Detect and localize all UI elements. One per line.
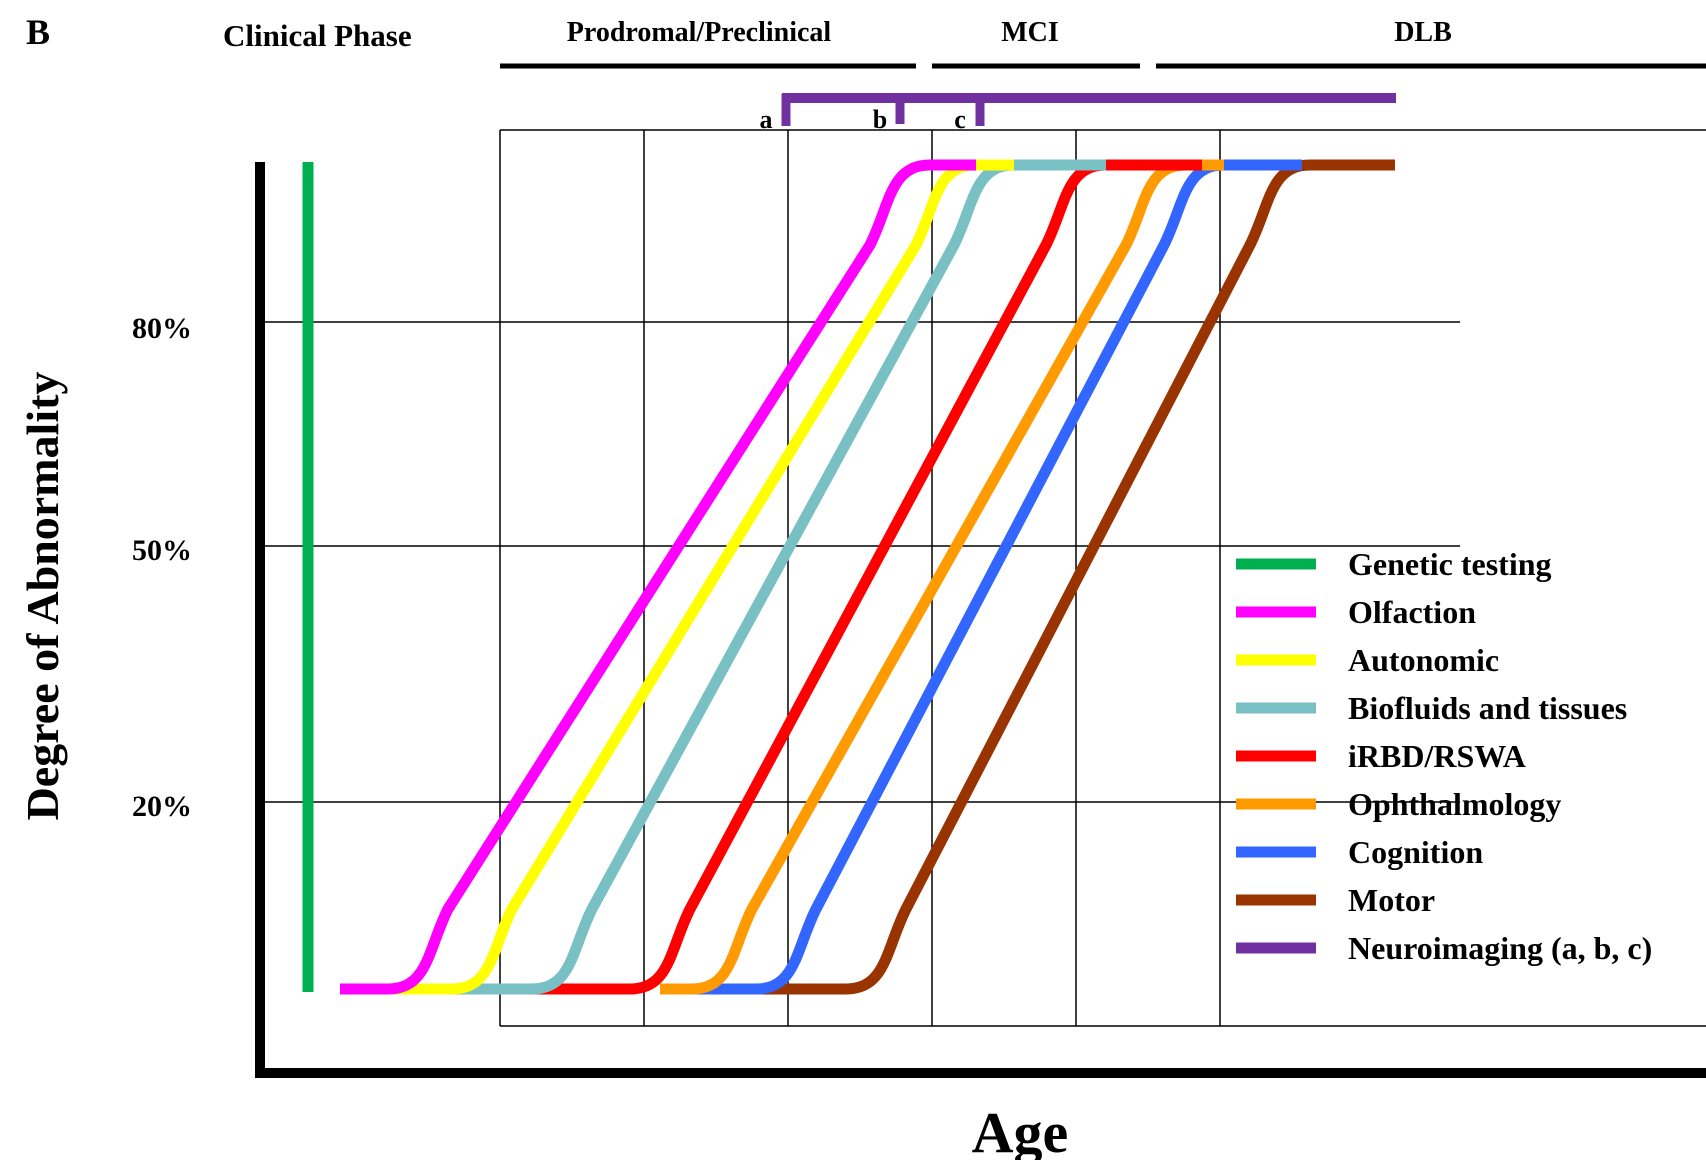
legend-label-autonomic: Autonomic — [1348, 642, 1499, 678]
phase-bars: Prodromal/Preclinical MCI DLB — [500, 17, 1706, 69]
clinical-phase-title: Clinical Phase — [223, 18, 412, 53]
x-axis-title: Age — [972, 1100, 1069, 1160]
y-tick-50: 50% — [132, 534, 192, 567]
neuroimaging-label-c: c — [954, 105, 966, 134]
phase-label-mci: MCI — [1001, 17, 1059, 48]
y-tick-80: 80% — [132, 312, 192, 345]
olfaction-curve — [340, 159, 976, 995]
legend-label-cognition: Cognition — [1348, 834, 1483, 870]
phase-label-dlb: DLB — [1394, 17, 1452, 48]
neuroimaging-bracket: a b c — [760, 93, 1396, 134]
y-tick-20: 20% — [132, 790, 192, 823]
irbd-curve — [532, 159, 1202, 995]
legend-label-neuroimaging: Neuroimaging (a, b, c) — [1348, 930, 1652, 966]
motor-curve — [756, 159, 1395, 995]
legend-label-irbd: iRBD/RSWA — [1348, 738, 1526, 774]
legend-label-olfaction: Olfaction — [1348, 594, 1476, 630]
y-axis-title: Degree of Abnormality — [17, 372, 68, 821]
phase-label-prodromal: Prodromal/Preclinical — [567, 17, 832, 48]
legend-label-motor: Motor — [1348, 882, 1435, 918]
biomarker-curves — [340, 159, 1395, 995]
legend-label-biofluids: Biofluids and tissues — [1348, 690, 1627, 726]
autonomic-curve — [388, 159, 1014, 995]
neuroimaging-label-a: a — [760, 105, 773, 134]
neuroimaging-label-b: b — [873, 105, 887, 134]
ophthalmology-curve — [660, 159, 1224, 995]
cognition-curve — [692, 159, 1302, 995]
legend-label-genetic: Genetic testing — [1348, 546, 1552, 582]
legend-label-ophthalmology: Ophthalmology — [1348, 786, 1561, 822]
biofluids-curve — [452, 159, 1106, 995]
legend: Genetic testing Olfaction Autonomic Bioflui… — [1236, 546, 1652, 966]
panel-label: B — [26, 12, 50, 52]
